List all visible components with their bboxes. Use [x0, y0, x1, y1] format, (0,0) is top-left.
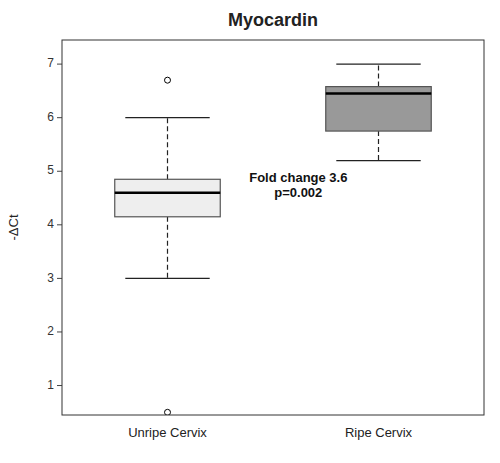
y-tick-label: 2 [47, 324, 54, 338]
whisker-cap [125, 278, 209, 279]
y-tick [57, 117, 62, 118]
y-tick [57, 331, 62, 332]
plot-area [62, 40, 484, 415]
box [326, 87, 432, 131]
x-tick-label: Unripe Cervix [128, 425, 207, 440]
whisker-cap [336, 160, 420, 161]
x-tick-label: Ripe Cervix [345, 425, 413, 440]
chart: Myocardin -ΔCt 1 2 3 4 5 6 7 Unripe Cervix Ripe Ce… [0, 0, 500, 463]
whisker [378, 131, 379, 160]
whisker-cap [125, 117, 209, 118]
y-tick-label: 7 [47, 56, 54, 70]
outlier [165, 409, 171, 415]
box [115, 179, 221, 217]
y-tick-label: 5 [47, 163, 54, 177]
y-tick [57, 385, 62, 386]
whisker [167, 118, 168, 180]
outlier [165, 77, 171, 83]
y-tick-label: 6 [47, 110, 54, 124]
y-tick [57, 224, 62, 225]
annotation: Fold change 3.6p=0.002 [249, 170, 347, 200]
whisker [378, 64, 379, 87]
median [326, 92, 432, 94]
whisker-cap [336, 64, 420, 65]
boxes [115, 64, 432, 415]
y-tick-label: 1 [47, 378, 54, 392]
y-tick [57, 171, 62, 172]
y-tick-label: 3 [47, 271, 54, 285]
y-tick [57, 278, 62, 279]
median [115, 191, 221, 193]
y-axis-label: -ΔCt [6, 214, 21, 240]
y-tick-label: 4 [47, 217, 54, 231]
whisker [167, 217, 168, 279]
plot-frame [62, 40, 484, 415]
title: Myocardin [228, 10, 318, 30]
y-tick [57, 64, 62, 65]
